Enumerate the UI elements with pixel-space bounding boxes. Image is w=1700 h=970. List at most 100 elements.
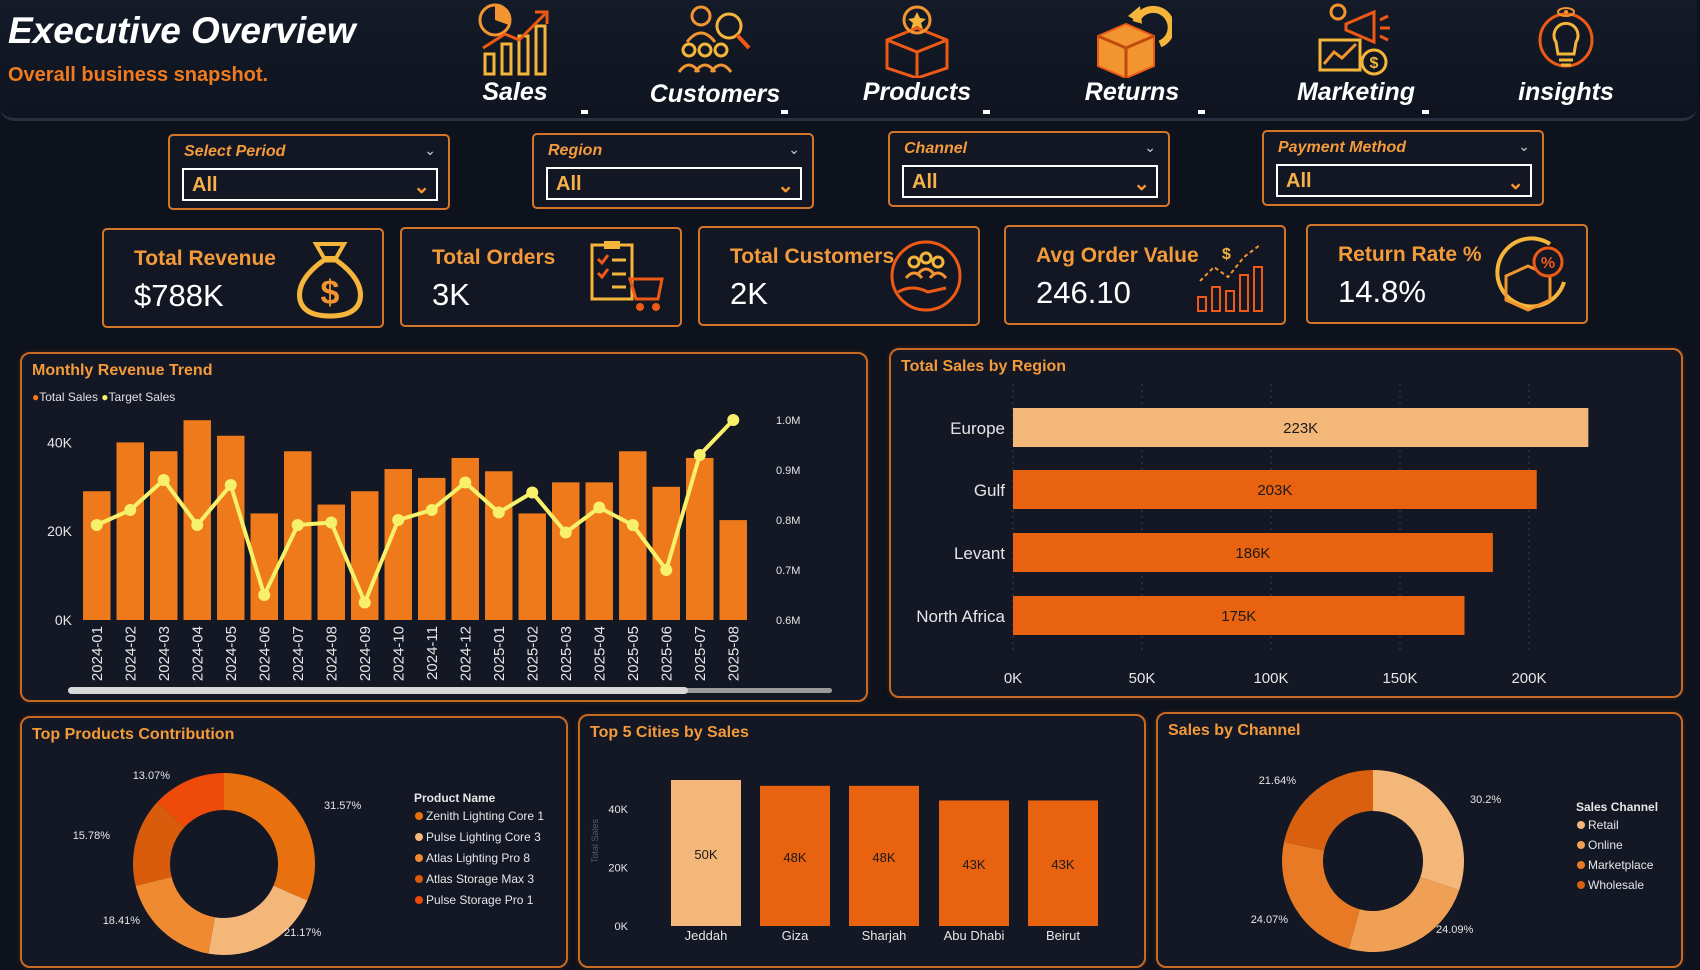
x-tick-label: 2024-11 (424, 626, 441, 680)
target-point (559, 526, 572, 539)
checklist-cart-icon (590, 241, 664, 311)
chevron-down-icon[interactable]: ⌄ (424, 142, 436, 158)
panel-top-products: Top Products Contribution 31.57% 21.17% 18… (20, 716, 568, 968)
product-box-icon (885, 5, 949, 78)
target-point (459, 476, 472, 489)
target-point (727, 414, 740, 426)
chart-legend: ●Total Sales ●Target Sales (32, 390, 175, 404)
x-tick-label: 150K (1382, 670, 1417, 687)
y2-tick-label: 1.0M (776, 415, 800, 427)
panel-title: Monthly Revenue Trend (32, 362, 213, 379)
donut-slice (135, 876, 215, 954)
x-tick-label: 2024-02 (122, 626, 139, 681)
donut-slice (1284, 770, 1373, 851)
bar (418, 477, 446, 620)
x-tick-label: 50K (1129, 670, 1156, 687)
chevron-down-icon[interactable]: ⌄ (1144, 139, 1156, 155)
sales-by-region-chart: 0K 50K 100K 150K 200K Europe 223K Gulf 203K Levan… (916, 384, 1589, 687)
panel-sales-by-region: Total Sales by Region 0K 50K 100K 150K 200K E… (889, 348, 1683, 698)
panel-title: Total Sales by Region (901, 358, 1067, 375)
slice-label: 21.17% (284, 927, 322, 939)
target-point (90, 519, 103, 531)
payment-method-dropdown[interactable]: All ⌄ (1276, 164, 1532, 197)
kpi-label: Total Orders (432, 246, 556, 269)
x-tick-label: 2025-01 (491, 626, 508, 681)
nav-indicator (983, 110, 990, 114)
sales-chart-icon (478, 3, 549, 76)
bar (1013, 533, 1493, 572)
monthly-revenue-chart: 0K 20K 40K 2024-01 2024-02 2024-03 2024-04 2024… (47, 414, 832, 694)
nav-indicator (581, 110, 588, 114)
bar (671, 780, 741, 926)
dropdown-value: All (1286, 170, 1312, 192)
bar (518, 513, 546, 620)
nav-marketing[interactable]: $ Marketing (1281, 0, 1431, 114)
nav-products[interactable]: Products (842, 0, 992, 114)
nav-sales[interactable]: Sales (440, 0, 590, 114)
kpi-label: Total Customers (730, 245, 895, 268)
data-label: 186K (1235, 545, 1270, 562)
nav-customers[interactable]: Customers (640, 0, 790, 114)
target-point (325, 516, 338, 529)
filter-label: Select Period (184, 143, 286, 160)
category-label: Gulf (974, 481, 1005, 500)
target-point (258, 589, 271, 601)
legend-marker (415, 854, 423, 862)
kpi-label: Avg Order Value (1036, 244, 1199, 267)
legend-label: Pulse Storage Pro 1 (426, 893, 534, 907)
bar (1013, 470, 1537, 509)
return-percent-icon: % (1495, 236, 1566, 312)
data-label: 223K (1283, 420, 1318, 437)
y2-tick-label: 0.9M (776, 465, 800, 477)
channel-dropdown[interactable]: All ⌄ (902, 165, 1158, 198)
region-dropdown[interactable]: All ⌄ (546, 167, 802, 200)
lightbulb-icon (1538, 7, 1594, 68)
top-cities-chart: 0K 20K 40K Total Sales 50K Jeddah 48K Giza 48K Sh… (590, 780, 1098, 943)
legend-label: Online (1588, 838, 1623, 852)
kpi-value: 2K (730, 276, 768, 311)
bar (485, 471, 513, 620)
legend-title: Sales Channel (1576, 800, 1658, 814)
legend-title: Product Name (414, 791, 496, 805)
period-dropdown[interactable]: All ⌄ (182, 168, 438, 201)
legend-label: Retail (1588, 818, 1619, 832)
data-label: 50K (694, 847, 717, 862)
x-tick-label: 2025-06 (658, 626, 675, 681)
nav-insights[interactable]: insights (1491, 0, 1641, 112)
y-tick-label: 20K (47, 523, 73, 539)
kpi-value: 246.10 (1036, 275, 1131, 310)
svg-text:$: $ (1370, 55, 1379, 72)
y-tick-label: 0K (55, 612, 73, 628)
nav-returns[interactable]: Returns (1057, 0, 1207, 114)
filter-select-period: Select Period ⌄ All ⌄ (168, 134, 450, 210)
nav-label: Marketing (1296, 78, 1416, 106)
page-subtitle: Overall business snapshot. (8, 64, 269, 86)
y-axis-label: Total Sales (590, 818, 600, 863)
x-tick-label: 2024-03 (156, 626, 173, 681)
x-tick-label: 2025-03 (558, 626, 575, 681)
dropdown-value: All (556, 173, 582, 195)
chevron-down-icon[interactable]: ⌄ (788, 141, 800, 157)
nav-label: insights (1518, 78, 1614, 106)
x-tick-label: 2024-05 (223, 626, 240, 681)
svg-text:$: $ (1222, 246, 1231, 263)
y2-tick-label: 0.8M (776, 515, 800, 527)
donut-slice (1373, 770, 1464, 891)
kpi-total-customers: Total Customers 2K (698, 226, 980, 326)
return-box-icon (1097, 5, 1172, 78)
chevron-down-icon: ⌄ (1507, 172, 1524, 194)
chevron-down-icon[interactable]: ⌄ (1518, 138, 1530, 154)
kpi-total-revenue: Total Revenue $788K $ (102, 228, 384, 328)
target-point (157, 474, 170, 486)
bar (83, 491, 111, 620)
nav-indicator (1422, 110, 1429, 114)
x-tick-label: 2025-07 (692, 626, 709, 681)
legend-label: Pulse Lighting Core 3 (426, 830, 541, 844)
slice-label: 18.41% (103, 915, 141, 927)
bar (849, 785, 919, 926)
legend-label: Atlas Lighting Pro 8 (426, 851, 530, 865)
panel-title: Top Products Contribution (32, 726, 235, 743)
target-point (660, 564, 673, 576)
data-label: 43K (1051, 857, 1074, 872)
x-tick-label: 100K (1253, 670, 1288, 687)
